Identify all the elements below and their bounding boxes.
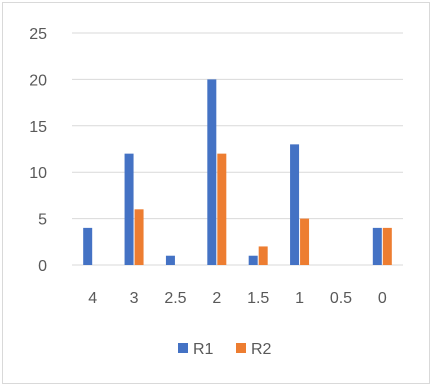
bar-r2 (217, 153, 227, 265)
bars (83, 79, 392, 266)
y-tick-label: 15 (29, 119, 47, 136)
x-tick-label: 2.5 (164, 290, 186, 307)
legend: R1 R2 (178, 341, 272, 358)
x-tick-label: 2 (212, 290, 221, 307)
y-tick-label: 0 (38, 258, 47, 275)
y-tick-label: 5 (38, 212, 47, 229)
bar-r1 (124, 153, 134, 265)
gridlines (72, 32, 403, 266)
x-tick-label: 0 (378, 290, 387, 307)
x-tick-label: 0.5 (330, 290, 352, 307)
bar-r1 (165, 255, 175, 265)
y-tick-label: 10 (29, 165, 47, 182)
legend-label-r1: R1 (193, 341, 214, 358)
y-axis-ticks: 0 5 10 15 20 25 (29, 26, 47, 275)
bar-r1 (83, 227, 93, 265)
bar-r1 (372, 227, 382, 265)
legend-swatch-r1 (178, 343, 188, 353)
legend-label-r2: R2 (251, 341, 272, 358)
legend-swatch-r2 (236, 343, 246, 353)
bar-r2 (382, 227, 392, 265)
bar-r2 (300, 218, 310, 265)
y-tick-label: 20 (29, 72, 47, 89)
y-tick-label: 25 (29, 26, 47, 43)
x-axis-ticks: 4 3 2.5 2 1.5 1 0.5 0 (88, 290, 387, 307)
x-tick-label: 1 (295, 290, 304, 307)
x-tick-label: 1.5 (247, 290, 269, 307)
x-tick-label: 3 (130, 290, 139, 307)
bar-r2 (134, 209, 144, 265)
bar-r1 (207, 79, 217, 266)
bar-r1 (290, 144, 300, 265)
bar-r2 (258, 246, 268, 265)
x-tick-label: 4 (88, 290, 97, 307)
bar-r1 (248, 255, 258, 265)
